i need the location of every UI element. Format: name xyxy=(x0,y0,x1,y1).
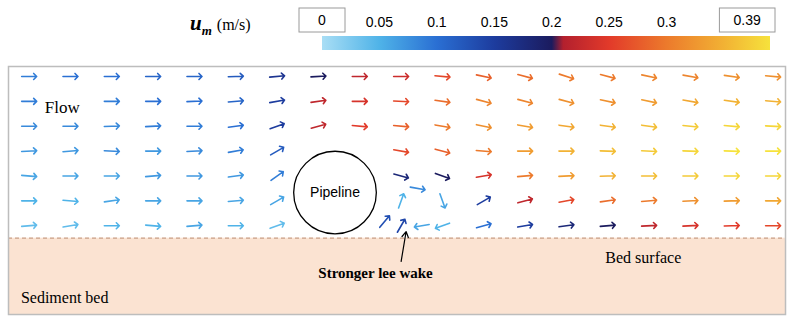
svg-text:Bed surface: Bed surface xyxy=(605,249,681,266)
svg-text:0.2: 0.2 xyxy=(542,14,562,30)
svg-text:0.3: 0.3 xyxy=(657,14,677,30)
svg-text:Pipeline: Pipeline xyxy=(310,184,360,200)
svg-text:Flow: Flow xyxy=(45,98,81,117)
svg-text:0.1: 0.1 xyxy=(427,14,447,30)
svg-text:0.05: 0.05 xyxy=(366,14,393,30)
svg-text:Stronger lee wake: Stronger lee wake xyxy=(318,265,433,281)
svg-text:0.39: 0.39 xyxy=(734,12,761,28)
svg-text:0.15: 0.15 xyxy=(481,14,508,30)
svg-text:Sediment bed: Sediment bed xyxy=(21,289,109,306)
svg-text:0.25: 0.25 xyxy=(596,14,623,30)
svg-text:0: 0 xyxy=(318,12,326,28)
svg-text:um(m/s): um(m/s) xyxy=(190,11,251,38)
